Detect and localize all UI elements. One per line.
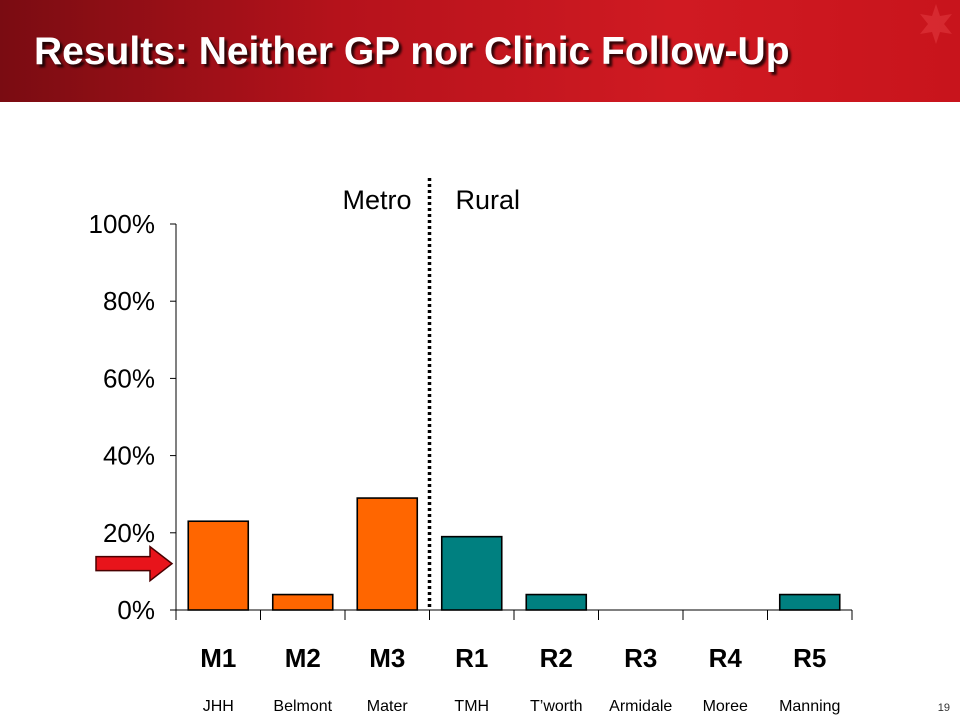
category-label: R3 — [624, 643, 657, 673]
category-sublabel: Manning — [779, 698, 840, 715]
y-tick-label: 60% — [103, 363, 155, 393]
chart-bars — [187, 497, 841, 611]
category-sublabel: Mater — [367, 698, 409, 715]
category-sublabel: JHH — [203, 698, 234, 715]
y-tick-label: 100% — [89, 209, 156, 239]
y-tick-label: 20% — [103, 518, 155, 548]
chart-axes — [170, 223, 853, 620]
y-tick-label: 40% — [103, 441, 155, 471]
y-tick-label: 80% — [103, 286, 155, 316]
page-number: 19 — [937, 702, 950, 714]
bar-r5 — [778, 593, 841, 611]
category-sublabel: T’worth — [530, 698, 582, 715]
category-sublabel: Armidale — [609, 698, 672, 715]
category-label: M1 — [200, 643, 236, 673]
reference-arrow-icon — [95, 545, 174, 583]
bar-r1 — [440, 535, 503, 611]
bar-m3 — [356, 497, 419, 611]
chart-labels: 0% 20% 40% 60% 80% 100% M1 JHH M2 Belmont M3 Mater R… — [89, 209, 841, 715]
star-decoration-icon — [920, 4, 952, 44]
y-tick-label: 0% — [117, 595, 155, 625]
category-label: R4 — [709, 643, 743, 673]
category-label: M3 — [369, 643, 405, 673]
category-sublabel: TMH — [454, 698, 489, 715]
category-label: R1 — [455, 643, 488, 673]
rural-group-label: Rural — [456, 185, 521, 215]
chart-annotations: Metro Rural — [95, 178, 521, 610]
category-label: R2 — [540, 643, 573, 673]
bar-m1 — [187, 520, 250, 611]
bar-r2 — [525, 593, 588, 611]
page-title: Results: Neither GP nor Clinic Follow-Up — [34, 30, 790, 73]
bar-m2 — [271, 593, 334, 611]
category-sublabel: Moree — [703, 698, 748, 715]
category-label: M2 — [285, 643, 321, 673]
metro-group-label: Metro — [342, 185, 411, 215]
category-label: R5 — [793, 643, 826, 673]
category-sublabel: Belmont — [273, 698, 332, 715]
title-bar: Results: Neither GP nor Clinic Follow-Up — [0, 0, 960, 102]
